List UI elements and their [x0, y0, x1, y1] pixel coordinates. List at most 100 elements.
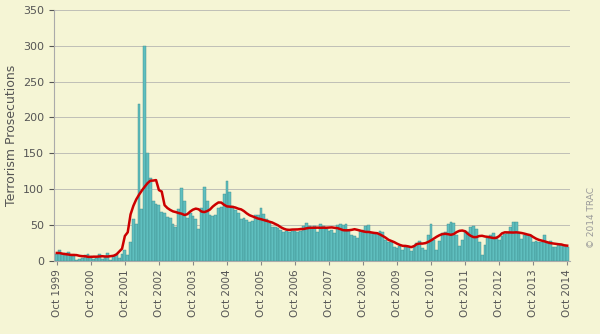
Bar: [418, 241, 421, 261]
Bar: [401, 250, 404, 261]
Bar: [95, 258, 98, 261]
Bar: [305, 223, 308, 261]
Bar: [186, 218, 188, 261]
Bar: [274, 227, 277, 261]
Bar: [237, 213, 240, 261]
Bar: [489, 235, 492, 261]
Bar: [551, 247, 554, 261]
Bar: [560, 245, 563, 261]
Bar: [308, 226, 311, 261]
Bar: [73, 256, 75, 261]
Bar: [410, 251, 413, 261]
Bar: [172, 224, 175, 261]
Bar: [333, 233, 336, 261]
Bar: [421, 248, 424, 261]
Bar: [84, 256, 86, 261]
Bar: [481, 256, 484, 261]
Bar: [209, 215, 211, 261]
Bar: [98, 254, 101, 261]
Bar: [546, 243, 549, 261]
Bar: [367, 225, 370, 261]
Bar: [557, 245, 560, 261]
Bar: [75, 260, 78, 261]
Text: © 2014 TRAC: © 2014 TRAC: [587, 187, 595, 247]
Bar: [472, 226, 475, 261]
Bar: [506, 232, 509, 261]
Bar: [118, 258, 121, 261]
Bar: [231, 206, 234, 261]
Bar: [271, 227, 274, 261]
Bar: [282, 232, 285, 261]
Bar: [112, 257, 115, 261]
Bar: [188, 213, 191, 261]
Bar: [175, 227, 178, 261]
Bar: [529, 234, 532, 261]
Bar: [350, 235, 353, 261]
Bar: [523, 235, 526, 261]
Bar: [70, 256, 73, 261]
Bar: [137, 105, 140, 261]
Bar: [512, 222, 515, 261]
Bar: [444, 232, 446, 261]
Bar: [393, 247, 395, 261]
Bar: [257, 215, 260, 261]
Bar: [200, 208, 203, 261]
Bar: [58, 250, 61, 261]
Bar: [313, 225, 316, 261]
Bar: [347, 231, 350, 261]
Bar: [452, 223, 455, 261]
Bar: [356, 238, 359, 261]
Bar: [191, 216, 194, 261]
Bar: [549, 241, 551, 261]
Bar: [500, 236, 503, 261]
Bar: [245, 220, 248, 261]
Bar: [206, 201, 209, 261]
Bar: [220, 207, 223, 261]
Bar: [126, 255, 129, 261]
Bar: [132, 219, 135, 261]
Bar: [89, 256, 92, 261]
Bar: [446, 223, 449, 261]
Bar: [129, 242, 132, 261]
Bar: [387, 242, 390, 261]
Bar: [183, 201, 186, 261]
Bar: [427, 234, 430, 261]
Bar: [217, 208, 220, 261]
Bar: [370, 232, 373, 261]
Bar: [430, 224, 433, 261]
Bar: [86, 254, 89, 261]
Bar: [515, 222, 518, 261]
Bar: [487, 237, 489, 261]
Bar: [415, 243, 418, 261]
Bar: [535, 241, 538, 261]
Bar: [364, 226, 367, 261]
Bar: [121, 255, 124, 261]
Bar: [540, 242, 543, 261]
Bar: [376, 233, 379, 261]
Bar: [157, 205, 160, 261]
Bar: [211, 216, 214, 261]
Bar: [291, 231, 293, 261]
Bar: [520, 238, 523, 261]
Bar: [149, 178, 152, 261]
Bar: [115, 255, 118, 261]
Bar: [554, 247, 557, 261]
Bar: [353, 236, 356, 261]
Bar: [166, 217, 169, 261]
Bar: [240, 219, 242, 261]
Bar: [140, 209, 143, 261]
Bar: [135, 223, 137, 261]
Bar: [109, 260, 112, 261]
Bar: [467, 231, 469, 261]
Bar: [464, 231, 467, 261]
Bar: [104, 257, 106, 261]
Bar: [268, 223, 271, 261]
Bar: [242, 218, 245, 261]
Bar: [265, 219, 268, 261]
Bar: [328, 231, 331, 261]
Bar: [449, 222, 452, 261]
Bar: [325, 229, 328, 261]
Bar: [203, 187, 206, 261]
Bar: [214, 215, 217, 261]
Bar: [67, 252, 70, 261]
